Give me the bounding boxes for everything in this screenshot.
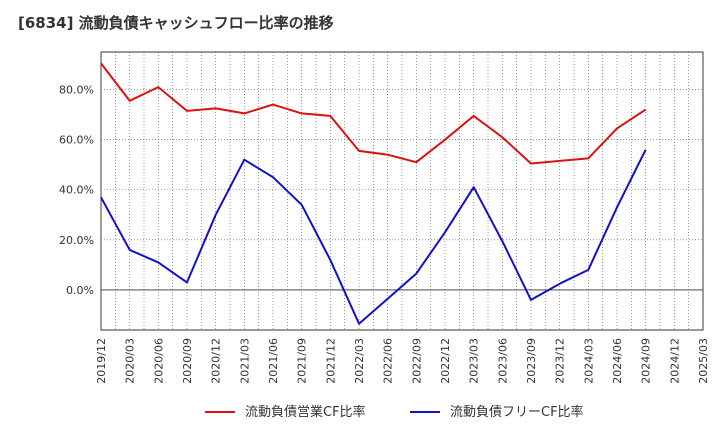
x-tick-label: 2020/09 — [181, 338, 194, 384]
series-line-1 — [100, 62, 647, 165]
series-line-2 — [100, 149, 647, 325]
x-tick-label: 2019/12 — [95, 338, 108, 384]
x-tick-label: 2024/06 — [611, 338, 624, 384]
x-tick-label: 2021/06 — [267, 338, 280, 384]
x-tick-label: 2022/12 — [439, 338, 452, 384]
y-tick-label: 60.0% — [59, 134, 94, 147]
x-tick-label: 2023/09 — [525, 338, 538, 384]
x-tick-label: 2022/06 — [382, 338, 395, 384]
x-tick-label: 2021/12 — [324, 338, 337, 384]
x-tick-label: 2023/03 — [468, 338, 481, 384]
y-tick-label: 40.0% — [59, 184, 94, 197]
x-tick-label: 2020/03 — [124, 338, 137, 384]
y-tick-label: 20.0% — [59, 234, 94, 247]
x-tick-label: 2020/06 — [152, 338, 165, 384]
x-tick-label: 2023/06 — [496, 338, 509, 384]
x-tick-label: 2020/12 — [210, 338, 223, 384]
chart-title: [6834] 流動負債キャッシュフロー比率の推移 — [18, 14, 334, 32]
x-tick-label: 2021/09 — [296, 338, 309, 384]
series-layer — [100, 62, 647, 325]
x-tick-label: 2025/03 — [697, 338, 710, 384]
legend-label-1: 流動負債営業CF比率 — [245, 404, 366, 420]
x-tick-label: 2021/03 — [238, 338, 251, 384]
x-tick-label: 2024/12 — [668, 338, 681, 384]
x-tick-label: 2023/12 — [554, 338, 567, 384]
y-tick-label: 80.0% — [59, 84, 94, 97]
legend-label-2: 流動負債フリーCF比率 — [450, 404, 584, 420]
axes-layer: 0.0% 20.0% 40.0% 60.0% 80.0% 2019/12 2020/03 20… — [59, 84, 710, 384]
x-tick-label: 2022/09 — [410, 338, 423, 384]
x-tick-label: 2022/03 — [353, 338, 366, 384]
y-tick-label: 0.0% — [66, 284, 94, 297]
x-tick-label: 2024/03 — [582, 338, 595, 384]
x-tick-label: 2024/09 — [640, 338, 653, 384]
legend: 流動負債営業CF比率 流動負債フリーCF比率 — [205, 404, 584, 420]
grid-layer — [100, 51, 704, 331]
